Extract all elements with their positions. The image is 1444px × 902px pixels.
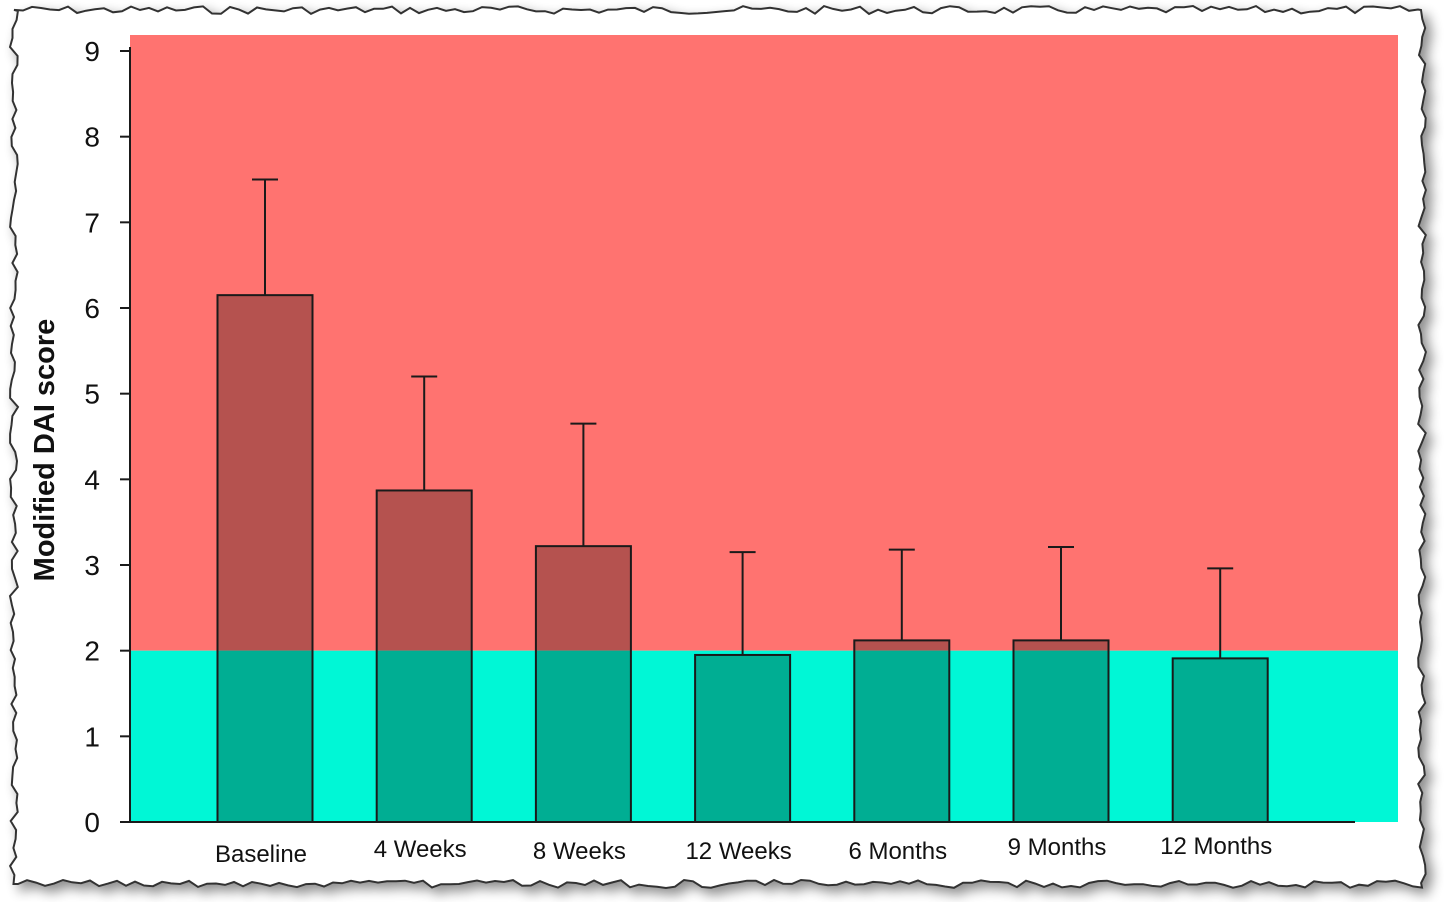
x-tick-label-6: 9 Months: [1008, 834, 1107, 861]
bar-6: [1012, 546, 1110, 823]
axes-group: [120, 47, 1355, 823]
y-tick-labels: 0 1 2 3 4 5 6 7 8 9: [84, 36, 100, 838]
bar-2: [375, 375, 473, 823]
y-tick-label-2: 2: [84, 636, 100, 667]
bar-segment-above: [376, 490, 472, 651]
x-tick-label-1: Baseline: [215, 841, 307, 868]
bar-segment-below: [535, 650, 631, 822]
bar-fill: [1172, 658, 1268, 822]
plot-area: 0 1 2 3 4 5 6 7 8 9 Baseline 4 Weeks 8 Weeks 12 Week…: [84, 35, 1398, 868]
x-tick-label-5: 6 Months: [848, 838, 947, 865]
bar-fill: [695, 654, 791, 822]
bar-1: [216, 178, 314, 823]
region-above-threshold: [130, 35, 1398, 651]
y-tick-label-4: 4: [84, 464, 100, 495]
bar-segment-above: [217, 295, 313, 651]
y-tick-label-1: 1: [84, 721, 100, 752]
x-tick-labels: Baseline 4 Weeks 8 Weeks 12 Weeks 6 Months 9 …: [215, 833, 1272, 868]
x-tick-label-7: 12 Months: [1160, 833, 1272, 860]
bar-7: [1171, 567, 1269, 823]
bar-segment-above: [854, 640, 950, 651]
y-axis-label: Modified DAI score: [29, 319, 61, 582]
bars-group: [216, 178, 1269, 824]
y-tick-label-3: 3: [84, 550, 100, 581]
x-tick-label-3: 8 Weeks: [533, 838, 626, 865]
bar-segment-below: [1013, 650, 1109, 822]
bar-3: [534, 422, 632, 823]
bar-segment-above: [535, 546, 631, 651]
bar-segment-below: [376, 650, 472, 822]
x-tick-label-4: 12 Weeks: [685, 838, 791, 865]
bar-segment-below: [854, 650, 950, 822]
y-tick-label-0: 0: [84, 807, 100, 838]
y-tick-label-5: 5: [84, 379, 100, 410]
y-tick-label-6: 6: [84, 293, 100, 324]
bar-segment-below: [217, 650, 313, 822]
bar-segment-above: [1013, 640, 1109, 651]
y-tick-label-7: 7: [84, 207, 100, 238]
x-tick-label-2: 4 Weeks: [374, 836, 467, 863]
bar-5: [853, 548, 951, 823]
y-tick-label-8: 8: [84, 122, 100, 153]
y-tick-label-9: 9: [84, 36, 100, 67]
